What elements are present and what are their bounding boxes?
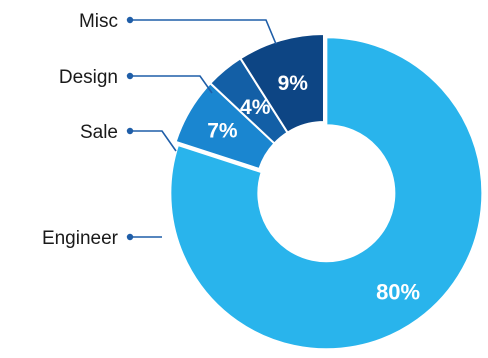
category-leaders: Engineer Sale Design Misc — [42, 11, 277, 249]
category-label-misc: Misc — [79, 11, 118, 32]
leader-dot-engineer — [126, 233, 134, 241]
leader-dot-misc — [126, 16, 134, 24]
data-label-misc: 9% — [278, 72, 309, 95]
leader-line-design — [130, 75, 213, 94]
data-label-design: 4% — [240, 96, 271, 119]
donut-data-labels: 80% 7%4% 9% — [207, 72, 420, 305]
slice-misc — [239, 32, 325, 134]
data-label-sale: 7% — [207, 119, 238, 142]
category-label-design: Design — [59, 67, 118, 88]
leader-dot-sale — [126, 127, 134, 135]
leader-dot-design — [126, 72, 134, 80]
category-label-sale: Sale — [80, 122, 118, 143]
donut-slices — [169, 32, 484, 351]
category-label-engineer: Engineer — [42, 228, 119, 249]
leader-line-sale — [130, 130, 177, 152]
slice-engineer — [169, 36, 484, 351]
data-label-engineer: 80% — [376, 280, 420, 305]
leader-line-misc — [130, 19, 277, 45]
